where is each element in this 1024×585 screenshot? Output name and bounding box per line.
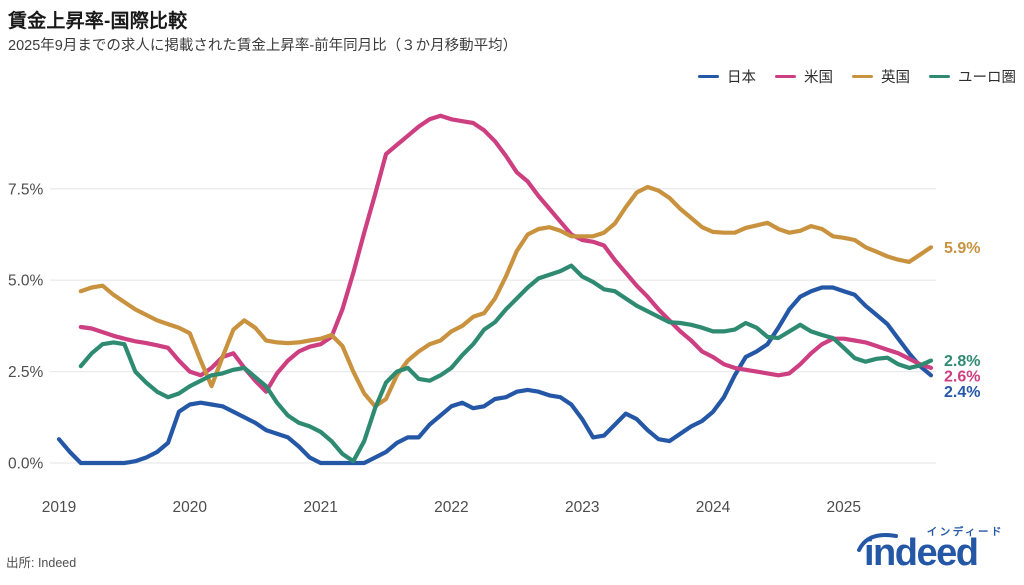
x-axis-label-2024: 2024 bbox=[696, 499, 731, 516]
legend-item-uk: 英国 bbox=[852, 66, 910, 87]
series-line-japan bbox=[56, 285, 934, 466]
legend-item-japan: 日本 bbox=[698, 66, 756, 87]
legend-item-us: 米国 bbox=[775, 66, 833, 87]
y-axis-label-5.0%: 5.0% bbox=[8, 273, 44, 290]
y-axis-label-2.5%: 2.5% bbox=[8, 364, 44, 381]
series-line-eurozone bbox=[78, 263, 934, 464]
end-label-uk: 5.9% bbox=[944, 240, 980, 257]
indeed-logo: インディード indeed bbox=[857, 522, 1008, 580]
series-line-uk bbox=[78, 184, 934, 409]
chart-subtitle: 2025年9月までの求人に掲載された賃金上昇率-前年同月比（３か月移動平均） bbox=[8, 38, 518, 54]
series-line-us bbox=[78, 113, 934, 394]
legend-swatch-japan bbox=[698, 74, 719, 79]
x-axis-label-2020: 2020 bbox=[173, 499, 208, 516]
y-axis-label-0.0%: 0.0% bbox=[8, 456, 44, 473]
x-axis-label-2023: 2023 bbox=[565, 499, 599, 516]
legend-label-uk: 英国 bbox=[881, 70, 910, 86]
indeed-logo-katakana: インディード bbox=[926, 526, 1004, 538]
end-label-eurozone: 2.8% bbox=[944, 353, 980, 370]
legend-label-us: 米国 bbox=[804, 70, 833, 86]
x-axis-label-2022: 2022 bbox=[434, 499, 468, 516]
legend-swatch-eurozone bbox=[929, 74, 950, 79]
x-axis-label-2025: 2025 bbox=[827, 499, 861, 516]
indeed-logo-wordmark: indeed bbox=[864, 532, 979, 574]
indeed-logo-arc-icon bbox=[857, 533, 898, 552]
source-note: 出所: Indeed bbox=[6, 556, 77, 570]
x-axis-label-2019: 2019 bbox=[42, 499, 76, 516]
chart-legend: 日本 米国 英国 ユーロ圏 bbox=[698, 66, 1016, 87]
legend-item-eurozone: ユーロ圏 bbox=[929, 66, 1016, 87]
y-axis-label-7.5%: 7.5% bbox=[8, 181, 44, 198]
legend-label-japan: 日本 bbox=[727, 70, 756, 86]
x-axis-label-2021: 2021 bbox=[303, 499, 337, 516]
legend-swatch-us bbox=[775, 74, 796, 79]
chart-title: 賃金上昇率-国際比較 bbox=[8, 11, 188, 32]
legend-swatch-uk bbox=[852, 74, 873, 79]
legend-label-eurozone: ユーロ圏 bbox=[958, 70, 1016, 86]
end-label-us: 2.6% bbox=[944, 369, 980, 386]
end-label-japan: 2.4% bbox=[944, 384, 980, 401]
